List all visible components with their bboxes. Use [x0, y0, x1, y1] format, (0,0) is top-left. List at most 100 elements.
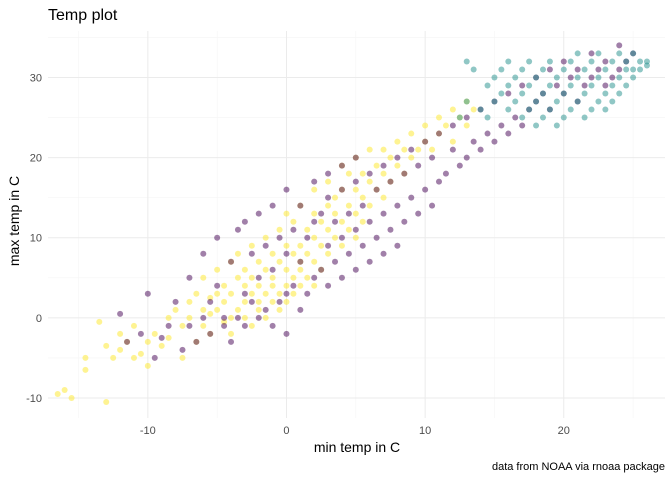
data-point: [539, 90, 546, 97]
data-point: [505, 58, 512, 65]
data-point: [103, 342, 110, 349]
data-point: [394, 242, 401, 249]
data-point: [325, 202, 332, 209]
data-point: [380, 194, 387, 201]
data-point: [394, 154, 401, 161]
data-point: [505, 82, 512, 89]
data-point: [352, 226, 359, 233]
data-point: [394, 202, 401, 209]
data-point: [519, 66, 526, 73]
data-point: [352, 266, 359, 273]
data-point: [207, 330, 214, 337]
data-point: [172, 298, 179, 305]
data-point: [366, 218, 373, 225]
data-point: [221, 314, 228, 321]
data-point: [311, 274, 318, 281]
data-point: [338, 162, 345, 169]
data-point: [449, 122, 456, 129]
data-point: [325, 250, 332, 257]
data-point: [255, 258, 262, 265]
y-tick-label: 20: [30, 153, 42, 165]
data-point: [332, 210, 339, 217]
x-tick-label: 10: [419, 425, 431, 437]
data-point: [470, 138, 477, 145]
y-tick-label: 10: [30, 233, 42, 245]
data-point: [179, 346, 186, 353]
data-point: [359, 202, 366, 209]
data-point: [394, 138, 401, 145]
data-point: [262, 306, 269, 313]
data-point: [581, 90, 588, 97]
data-point: [221, 282, 228, 289]
data-point: [332, 194, 339, 201]
data-point: [567, 106, 574, 113]
data-point: [304, 234, 311, 241]
x-tick-label: 0: [283, 425, 289, 437]
data-point: [533, 122, 540, 129]
data-point: [165, 322, 172, 329]
data-point: [318, 218, 325, 225]
data-point: [325, 178, 332, 185]
data-point: [553, 98, 560, 105]
data-point: [214, 290, 221, 297]
data-point: [179, 354, 186, 361]
data-point: [574, 98, 581, 105]
data-point: [380, 210, 387, 217]
data-point: [449, 146, 456, 153]
grid: [48, 31, 665, 418]
data-point: [117, 330, 124, 337]
data-point: [297, 202, 304, 209]
data-point: [366, 170, 373, 177]
data-point: [477, 106, 484, 113]
data-point: [130, 354, 137, 361]
data-point: [630, 74, 637, 81]
data-point: [429, 154, 436, 161]
data-point: [338, 218, 345, 225]
data-point: [234, 250, 241, 257]
data-point: [193, 290, 200, 297]
data-point: [269, 266, 276, 273]
data-point: [241, 322, 248, 329]
data-point: [623, 58, 630, 65]
data-point: [463, 122, 470, 129]
chart-title: Temp plot: [48, 7, 118, 24]
data-point: [581, 114, 588, 121]
data-point: [643, 62, 650, 69]
data-point: [241, 282, 248, 289]
data-point: [269, 298, 276, 305]
data-point: [560, 66, 567, 73]
data-point: [332, 258, 339, 265]
data-point: [422, 138, 429, 145]
data-point: [325, 226, 332, 233]
data-point: [54, 390, 61, 397]
data-point: [623, 82, 630, 89]
data-point: [616, 74, 623, 81]
tick-labels: -10 0 10 20 -10 0 10 20 30: [26, 72, 570, 437]
data-point: [172, 306, 179, 313]
data-point: [616, 50, 623, 57]
data-point: [546, 82, 553, 89]
data-point: [130, 322, 137, 329]
data-point: [595, 66, 602, 73]
data-point: [574, 50, 581, 57]
data-point: [387, 154, 394, 161]
data-point: [574, 66, 581, 73]
data-point: [380, 170, 387, 177]
data-point: [449, 138, 456, 145]
data-point: [546, 58, 553, 65]
data-point: [637, 58, 644, 65]
data-point: [186, 314, 193, 321]
data-point: [276, 306, 283, 313]
data-point: [82, 366, 89, 373]
data-point: [519, 90, 526, 97]
data-point: [359, 242, 366, 249]
data-point: [422, 122, 429, 129]
data-point: [248, 274, 255, 281]
data-point: [366, 146, 373, 153]
data-point: [498, 66, 505, 73]
data-point: [228, 330, 235, 337]
data-point: [276, 234, 283, 241]
data-point: [408, 154, 415, 161]
data-point: [290, 218, 297, 225]
